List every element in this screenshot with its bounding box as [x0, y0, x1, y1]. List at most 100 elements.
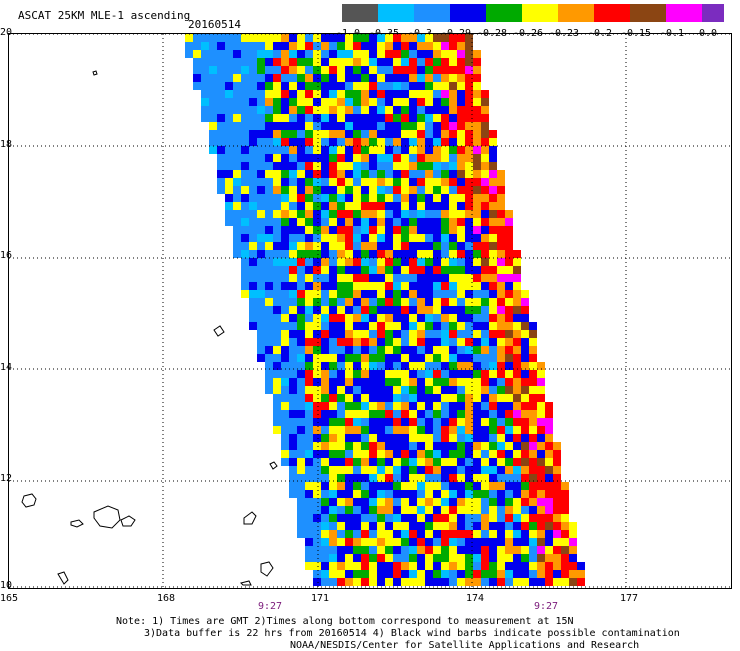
swath-cell	[393, 490, 401, 498]
swath-cell	[193, 66, 201, 74]
swath-cell	[193, 74, 201, 82]
swath-cell	[537, 426, 545, 434]
swath-cell	[441, 146, 449, 154]
swath-cell	[497, 386, 505, 394]
swath-cell	[305, 34, 313, 42]
swath-cell	[393, 330, 401, 338]
swath-cell	[433, 66, 441, 74]
swath-cell	[505, 314, 513, 322]
swath-cell	[385, 234, 393, 242]
swath-cell	[489, 426, 497, 434]
swath-cell	[417, 570, 425, 578]
swath-cell	[273, 386, 281, 394]
swath-cell	[433, 322, 441, 330]
swath-cell	[425, 146, 433, 154]
swath-cell	[297, 386, 305, 394]
swath-cell	[321, 418, 329, 426]
swath-cell	[537, 474, 545, 482]
swath-cell	[297, 434, 305, 442]
swath-cell	[305, 106, 313, 114]
swath-cell	[457, 274, 465, 282]
swath-cell	[233, 66, 241, 74]
swath-cell	[361, 386, 369, 394]
swath-cell	[481, 170, 489, 178]
swath-cell	[481, 274, 489, 282]
swath-cell	[209, 34, 217, 42]
swath-cell	[329, 298, 337, 306]
swath-cell	[345, 554, 353, 562]
swath-cell	[241, 42, 249, 50]
swath-cell	[377, 370, 385, 378]
swath-cell	[521, 458, 529, 466]
swath-cell	[305, 282, 313, 290]
swath-cell	[513, 314, 521, 322]
swath-cell	[457, 482, 465, 490]
swath-cell	[489, 338, 497, 346]
swath-cell	[313, 442, 321, 450]
swath-cell	[441, 338, 449, 346]
swath-cell	[361, 346, 369, 354]
swath-cell	[329, 466, 337, 474]
swath-cell	[361, 210, 369, 218]
swath-cell	[465, 562, 473, 570]
swath-cell	[321, 322, 329, 330]
swath-cell	[473, 370, 481, 378]
swath-cell	[489, 298, 497, 306]
swath-cell	[345, 570, 353, 578]
swath-cell	[441, 114, 449, 122]
swath-cell	[377, 90, 385, 98]
swath-cell	[217, 114, 225, 122]
swath-cell	[377, 346, 385, 354]
swath-cell	[441, 274, 449, 282]
swath-cell	[249, 234, 257, 242]
swath-cell	[465, 170, 473, 178]
swath-cell	[569, 538, 577, 546]
swath-cell	[401, 442, 409, 450]
swath-cell	[473, 418, 481, 426]
swath-cell	[257, 138, 265, 146]
swath-cell	[441, 130, 449, 138]
swath-cell	[289, 282, 297, 290]
swath-cell	[217, 162, 225, 170]
swath-cell	[393, 578, 401, 586]
swath-cell	[273, 178, 281, 186]
swath-cell	[433, 394, 441, 402]
swath-cell	[217, 98, 225, 106]
swath-cell	[353, 202, 361, 210]
swath-cell	[489, 362, 497, 370]
swath-cell	[305, 178, 313, 186]
swath-cell	[489, 226, 497, 234]
swath-cell	[369, 354, 377, 362]
swath-cell	[337, 298, 345, 306]
swath-cell	[481, 226, 489, 234]
swath-cell	[425, 122, 433, 130]
swath-cell	[465, 250, 473, 258]
swath-cell	[553, 538, 561, 546]
swath-cell	[433, 530, 441, 538]
swath-cell	[529, 338, 537, 346]
swath-cell	[489, 522, 497, 530]
swath-cell	[313, 554, 321, 562]
swath-cell	[385, 154, 393, 162]
swath-cell	[513, 530, 521, 538]
swath-cell	[465, 202, 473, 210]
swath-cell	[217, 50, 225, 58]
swath-cell	[241, 250, 249, 258]
swath-cell	[257, 34, 265, 42]
swath-cell	[441, 258, 449, 266]
swath-cell	[385, 42, 393, 50]
swath-cell	[425, 362, 433, 370]
swath-cell	[361, 354, 369, 362]
swath-cell	[241, 194, 249, 202]
swath-cell	[361, 538, 369, 546]
swath-cell	[449, 170, 457, 178]
swath-cell	[329, 242, 337, 250]
swath-cell	[289, 186, 297, 194]
swath-cell	[385, 514, 393, 522]
swath-cell	[297, 394, 305, 402]
swath-cell	[401, 338, 409, 346]
swath-cell	[457, 130, 465, 138]
swath-cell	[297, 490, 305, 498]
swath-cell	[385, 386, 393, 394]
note-line-2: 3)Data buffer is 22 hrs from 20160514 4)…	[144, 628, 680, 639]
